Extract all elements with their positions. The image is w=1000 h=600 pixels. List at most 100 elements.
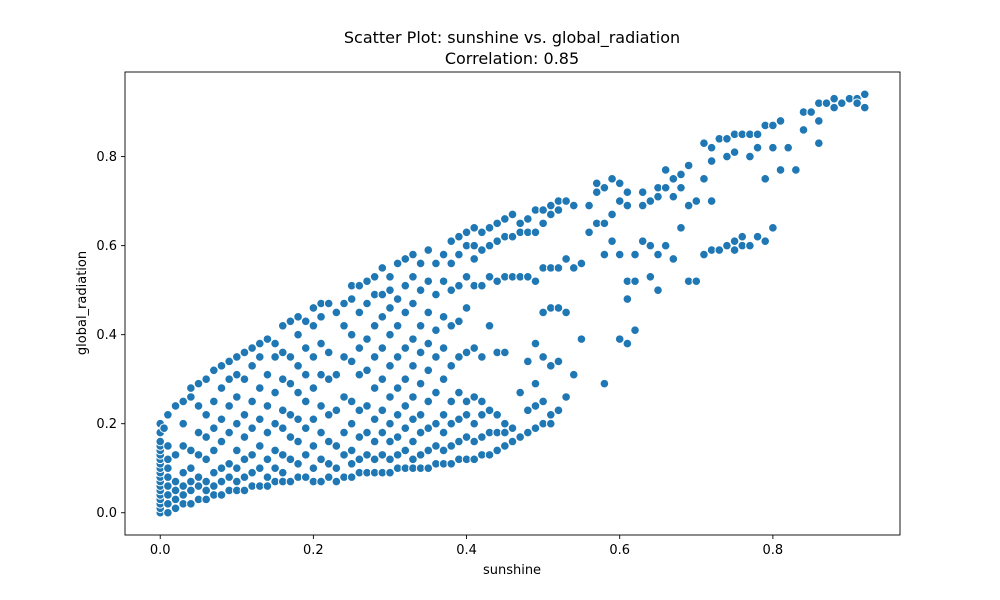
data-point <box>277 467 288 478</box>
data-point <box>668 174 679 184</box>
data-point <box>400 280 411 291</box>
data-point <box>201 432 211 442</box>
data-point <box>630 249 640 260</box>
data-point <box>377 450 388 460</box>
data-point <box>622 338 633 349</box>
data-point <box>523 427 533 438</box>
data-point <box>500 418 510 429</box>
data-point <box>454 231 464 242</box>
data-point <box>530 401 541 411</box>
data-point <box>745 240 755 251</box>
data-point <box>699 138 709 149</box>
data-point <box>760 174 771 184</box>
data-point <box>170 494 181 505</box>
data-point <box>538 352 548 362</box>
data-point <box>660 240 671 251</box>
data-point <box>837 98 847 108</box>
data-point <box>584 200 594 211</box>
data-point <box>431 258 441 269</box>
data-point <box>745 151 755 162</box>
data-point <box>170 450 181 460</box>
data-point <box>300 316 311 327</box>
data-point <box>277 320 288 331</box>
data-point <box>737 231 748 242</box>
data-point <box>293 387 303 398</box>
data-point <box>392 410 403 420</box>
data-point <box>438 427 449 438</box>
chart-title: Scatter Plot: sunshine vs. global_radiat… <box>344 28 680 48</box>
data-point <box>316 476 326 487</box>
data-point <box>423 276 434 287</box>
data-point <box>369 271 380 282</box>
data-point <box>239 347 250 358</box>
data-point <box>438 249 449 260</box>
data-point <box>247 343 257 353</box>
data-point <box>691 276 702 287</box>
data-point <box>186 383 196 393</box>
data-point <box>706 156 717 166</box>
data-point <box>224 458 234 469</box>
data-point <box>178 467 188 478</box>
data-point <box>431 352 441 362</box>
data-point <box>469 254 480 264</box>
data-point <box>538 205 548 215</box>
data-point <box>186 476 196 487</box>
data-point <box>523 356 533 367</box>
data-point <box>446 396 457 407</box>
data-point <box>316 401 326 411</box>
data-point <box>523 214 533 224</box>
data-point <box>178 441 188 451</box>
data-point <box>553 405 564 416</box>
data-point <box>614 249 625 260</box>
data-point <box>859 89 870 100</box>
data-point <box>400 374 411 384</box>
data-point <box>584 227 594 238</box>
data-point <box>285 476 296 487</box>
data-point <box>323 298 334 309</box>
data-point <box>645 196 656 206</box>
data-point <box>331 405 342 416</box>
data-point <box>346 418 357 429</box>
data-point <box>454 249 464 260</box>
data-point <box>346 458 357 469</box>
data-point <box>362 427 372 438</box>
data-point <box>308 414 319 425</box>
data-point <box>814 138 824 149</box>
x-axis-label: sunshine <box>483 563 541 578</box>
data-point <box>791 165 801 175</box>
data-point <box>254 463 265 474</box>
data-point <box>438 445 449 456</box>
data-point <box>415 320 426 331</box>
data-point <box>423 245 434 255</box>
data-point <box>768 120 778 131</box>
data-point <box>385 436 395 447</box>
data-point <box>607 209 617 220</box>
data-point <box>614 196 625 206</box>
data-point <box>500 427 510 438</box>
data-point <box>507 423 518 433</box>
data-point <box>469 454 480 465</box>
data-point <box>676 223 686 233</box>
data-point <box>392 450 403 460</box>
data-point <box>377 343 388 353</box>
data-point <box>385 392 395 402</box>
data-points <box>155 89 870 518</box>
data-point <box>316 454 326 465</box>
data-point <box>254 414 265 425</box>
data-point <box>346 396 357 407</box>
data-point <box>254 383 265 393</box>
data-point <box>369 414 380 425</box>
data-point <box>561 307 571 318</box>
data-point <box>323 436 334 447</box>
data-point <box>484 320 495 331</box>
data-point <box>362 401 372 411</box>
data-point <box>668 254 679 264</box>
data-point <box>209 396 219 407</box>
data-point <box>201 494 211 505</box>
data-point <box>454 414 464 425</box>
data-point <box>492 410 502 420</box>
data-point <box>722 240 732 251</box>
data-point <box>362 365 372 376</box>
data-point <box>193 472 204 482</box>
data-point <box>224 472 234 482</box>
